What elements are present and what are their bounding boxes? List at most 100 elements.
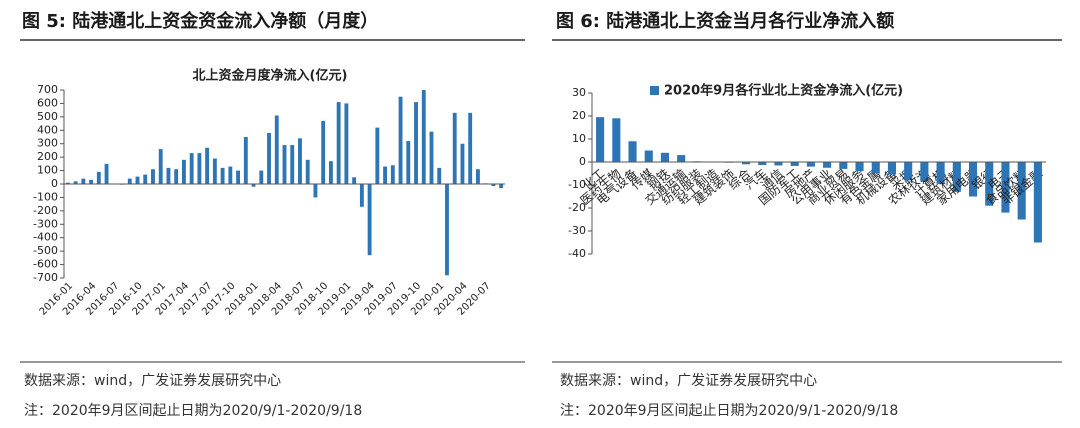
- bar: [936, 162, 945, 184]
- bar: [1001, 162, 1010, 213]
- bar: [460, 143, 465, 184]
- bar: [774, 162, 783, 166]
- bar: [628, 141, 637, 162]
- bar: [491, 184, 496, 187]
- bar: [806, 162, 815, 167]
- bar: [197, 153, 202, 184]
- bar: [383, 166, 388, 184]
- bar: [321, 120, 326, 184]
- date-note: 注：2020年9月区间起止日期为2020/9/1-2020/9/18: [24, 403, 362, 419]
- bar: [644, 150, 653, 162]
- bar: [367, 184, 372, 256]
- bar: [96, 171, 101, 184]
- bar: [174, 169, 179, 184]
- y-tick-label: 400: [37, 123, 58, 136]
- bar: [166, 167, 171, 184]
- y-tick-label: 100: [37, 164, 58, 177]
- y-tick-label: 300: [37, 137, 58, 150]
- y-tick-label: -20: [568, 201, 586, 214]
- source-note: 数据来源：wind，广发证券发展研究中心: [560, 373, 817, 389]
- bar: [290, 145, 295, 184]
- bar: [741, 162, 751, 165]
- bar: [298, 138, 302, 184]
- bar: [823, 162, 832, 168]
- bar: [429, 131, 434, 184]
- bar: [359, 184, 364, 207]
- y-tick-label: -200: [33, 204, 58, 217]
- bar: [305, 159, 310, 184]
- bar: [904, 162, 913, 181]
- bar: [1033, 162, 1042, 243]
- y-tick-label: -300: [33, 217, 58, 230]
- bar: [104, 163, 109, 184]
- bar: [344, 103, 349, 184]
- y-tick-label: -100: [33, 190, 58, 203]
- y-tick-label: 10: [572, 132, 586, 145]
- y-tick-label: 20: [572, 109, 586, 122]
- bar: [89, 179, 94, 184]
- legend-swatch: [650, 86, 659, 95]
- bar: [968, 162, 978, 197]
- bar: [212, 158, 217, 184]
- bar: [274, 115, 279, 184]
- y-tick-label: 0: [579, 155, 586, 168]
- bar: [158, 149, 163, 184]
- y-tick-label: -40: [568, 247, 586, 260]
- y-tick-label: 700: [37, 83, 58, 96]
- y-tick-label: 600: [37, 96, 58, 109]
- bar: [236, 170, 241, 184]
- bar: [887, 162, 897, 175]
- y-tick-label: 0: [51, 177, 58, 190]
- bar: [421, 90, 426, 184]
- bar: [952, 162, 961, 192]
- bar: [596, 117, 605, 162]
- bar: [790, 162, 799, 166]
- bar: [65, 182, 70, 184]
- bar: [452, 112, 457, 184]
- bar: [398, 96, 403, 184]
- bar: [445, 184, 449, 276]
- y-tick-label: 30: [572, 86, 586, 99]
- figure-title: 图 5: 陆港通北上资金资金流入净额（月度）: [22, 10, 378, 32]
- bar: [468, 112, 473, 184]
- bar: [677, 155, 686, 162]
- legend-label: 2020年9月各行业北上资金净流入(亿元): [664, 83, 903, 99]
- bar: [135, 176, 140, 184]
- bar: [336, 102, 341, 184]
- bar: [612, 118, 621, 162]
- bar: [871, 162, 880, 174]
- bar: [151, 169, 155, 184]
- y-tick-label: -700: [33, 271, 58, 284]
- bar: [267, 132, 271, 184]
- bar: [313, 184, 318, 198]
- bar: [758, 162, 767, 165]
- bar: [220, 167, 225, 184]
- bar: [414, 102, 418, 184]
- y-tick-label: -500: [33, 244, 58, 257]
- y-tick-label: -400: [33, 231, 58, 244]
- bar: [81, 178, 86, 184]
- bar: [406, 141, 411, 184]
- y-tick-label: -600: [33, 258, 58, 271]
- bar: [375, 127, 380, 184]
- bar: [1017, 162, 1026, 220]
- bar: [143, 174, 148, 184]
- bar: [352, 177, 357, 184]
- date-note: 注：2020年9月区间起止日期为2020/9/1-2020/9/18: [560, 403, 898, 419]
- bar: [839, 162, 848, 169]
- bar: [259, 170, 264, 184]
- bar: [189, 153, 194, 184]
- bar: [390, 165, 395, 184]
- bar: [282, 145, 287, 184]
- y-tick-label: 500: [37, 110, 58, 123]
- bar: [127, 178, 132, 184]
- bar: [437, 167, 442, 184]
- bar: [499, 184, 504, 189]
- bar: [855, 162, 864, 172]
- bar: [205, 147, 210, 184]
- bar: [181, 159, 186, 184]
- figure-title: 图 6: 陆港通北上资金当月各行业净流入额: [556, 10, 894, 32]
- bar: [243, 137, 248, 184]
- chart-subtitle: 北上资金月度净流入(亿元): [193, 68, 348, 84]
